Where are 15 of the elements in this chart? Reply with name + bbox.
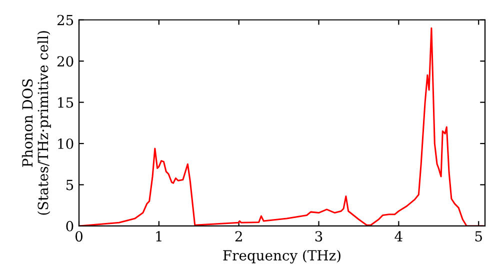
x-tick-label: 4 bbox=[394, 231, 402, 242]
x-tick-label: 1 bbox=[156, 231, 162, 242]
y-tick-label: 25 bbox=[57, 14, 74, 26]
x-tick-label: 2 bbox=[235, 231, 242, 242]
y-tick-label: 5 bbox=[66, 180, 74, 190]
x-axis-title: Frequency (THz) bbox=[223, 250, 340, 264]
y-tick-label: 20 bbox=[57, 56, 74, 67]
y-tick-label: 15 bbox=[58, 97, 74, 108]
line-series bbox=[79, 27, 484, 226]
x-tick-label: 3 bbox=[315, 231, 322, 242]
x-tick-label: 5 bbox=[475, 231, 482, 242]
x-tick-label: 0 bbox=[75, 231, 82, 242]
y-tick-label: 10 bbox=[58, 138, 74, 149]
y-tick-label: 0 bbox=[66, 220, 74, 232]
y-axis-title: Phonon DOS (States/THz·primitive cell) bbox=[22, 31, 51, 215]
